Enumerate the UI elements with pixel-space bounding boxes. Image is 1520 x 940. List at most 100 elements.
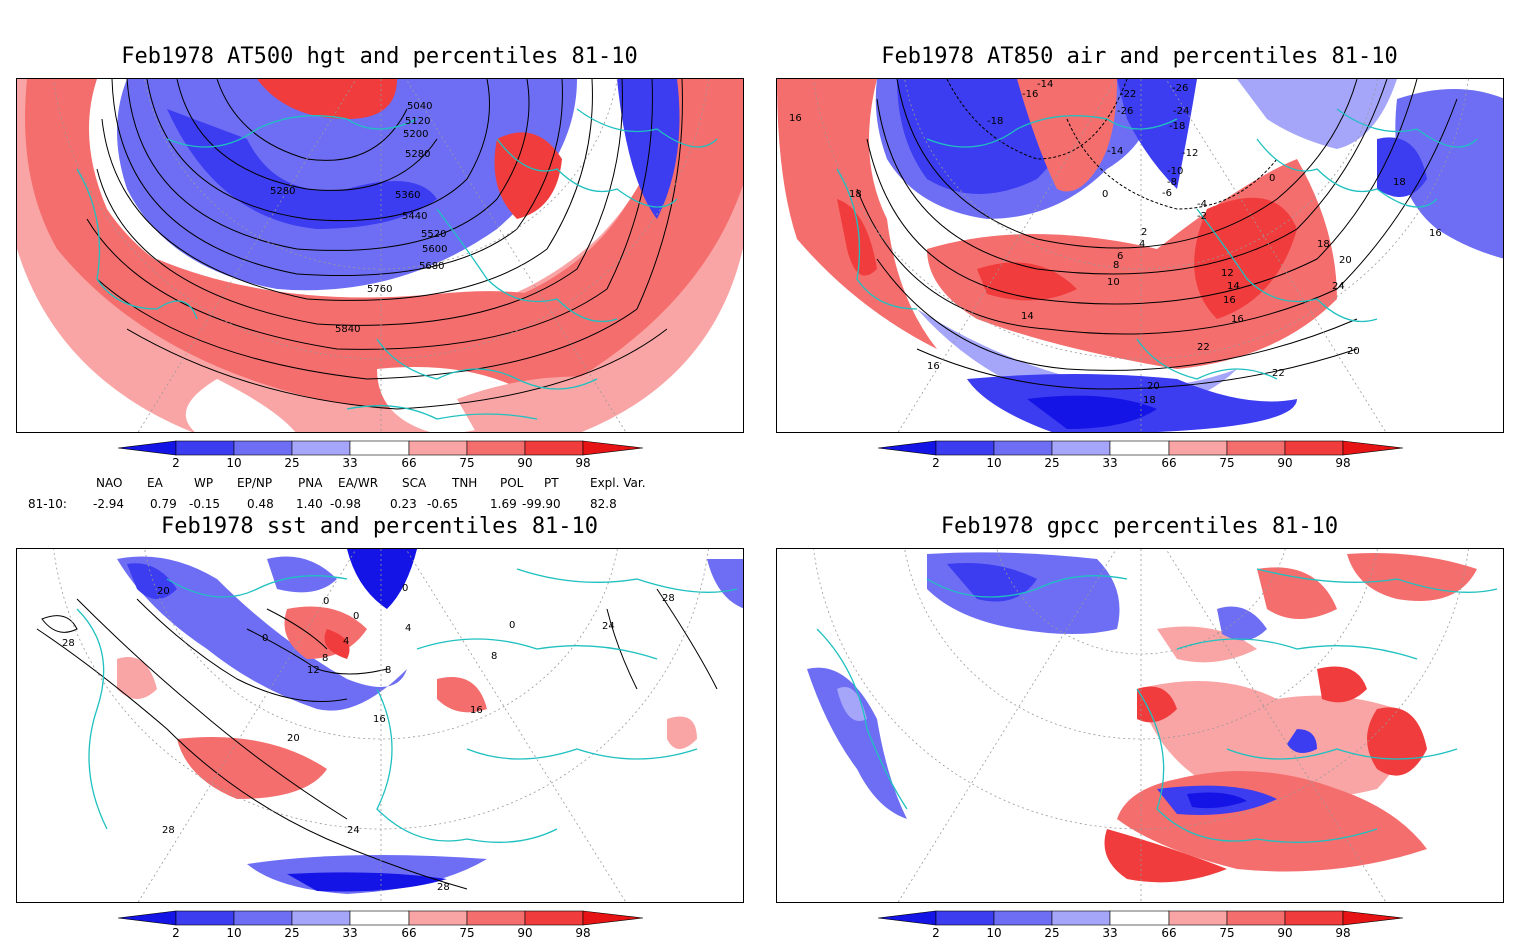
contour-label: 4: [343, 636, 349, 647]
index-row-label: 81-10:: [28, 497, 67, 511]
contour-label: -16: [1022, 89, 1038, 100]
colorbar-tick-label: 10: [986, 456, 1002, 470]
colorbar-bin: [117, 440, 177, 456]
panel-title-air850: Feb1978 AT850 air and percentiles 81-10: [881, 44, 1398, 69]
panel-title-sst: Feb1978 sst and percentiles 81-10: [160, 514, 599, 539]
colorbar-tick-label: 98: [1335, 456, 1351, 470]
contour-label: 5520: [421, 229, 446, 240]
contour-label: 8: [385, 665, 391, 676]
colorbar-sst: 2 10 25 33 66 75 90 98: [117, 910, 644, 940]
colorbar-bin: [233, 910, 293, 926]
contour-label: -18: [1169, 121, 1185, 132]
contour-label: 0: [262, 633, 268, 644]
colorbar-bin: [349, 440, 410, 456]
colorbar-tick-label: 66: [401, 456, 417, 470]
index-value: 0.23: [390, 497, 417, 511]
contour-label: 5040: [407, 101, 432, 112]
colorbar-bin: [1342, 440, 1404, 456]
colorbar-bin: [1051, 910, 1111, 926]
contour-label: 18: [1317, 239, 1330, 250]
colorbar-bin: [993, 440, 1053, 456]
colorbar-bin: [1051, 440, 1111, 456]
colorbar-bin: [582, 440, 644, 456]
colorbar-tick-label: 98: [1335, 926, 1351, 940]
index-header: PT: [544, 476, 559, 490]
colorbar-hgt500: 2 10 25 33 66 75 90 98: [117, 440, 644, 475]
map-sst: 20 28 0 0 0 0 4 4 8 8 12 16 16 20 24 24 …: [16, 548, 744, 903]
index-value: -0.65: [427, 497, 459, 511]
contour-label: 14: [1227, 281, 1240, 292]
index-header: WP: [194, 476, 214, 490]
panel-title-hgt500: Feb1978 AT500 hgt and percentiles 81-10: [121, 44, 638, 69]
colorbar-bin: [1284, 910, 1344, 926]
contour-label: 20: [1147, 381, 1160, 392]
map-air850: -14 -16 -18 -22 -26 -26 -24 -18 -14 -12 …: [776, 78, 1504, 433]
contour-label: 18: [1143, 395, 1156, 406]
colorbar-tick-label: 2: [932, 456, 940, 470]
colorbar-tick-label: 66: [401, 926, 417, 940]
index-header: EA: [147, 476, 163, 490]
contour-label: 5360: [395, 190, 420, 201]
contour-label: -6: [1162, 188, 1172, 199]
contour-label: -8: [1167, 177, 1177, 188]
colorbar-bin: [1168, 910, 1228, 926]
colorbar-bin: [1168, 440, 1228, 456]
index-value: 1.69: [490, 497, 517, 511]
contour-label: 6: [1117, 251, 1123, 262]
contour-label: 28: [162, 825, 175, 836]
colorbar-bin: [582, 910, 644, 926]
colorbar-bin: [877, 440, 937, 456]
colorbar-bin: [1226, 910, 1286, 926]
contour-label: 0: [1269, 173, 1275, 184]
contour-label: 0: [323, 596, 329, 607]
colorbar-sst-svg: [117, 910, 644, 926]
contour-label: 16: [470, 705, 483, 716]
contour-label: -26: [1117, 106, 1133, 117]
colorbar-tick-label: 10: [226, 926, 242, 940]
colorbar-gpcc-svg: [877, 910, 1404, 926]
contour-label: 20: [1347, 346, 1360, 357]
contour-label: 0: [1102, 189, 1108, 200]
contour-label: 22: [1197, 342, 1210, 353]
colorbar-tick-label: 2: [932, 926, 940, 940]
colorbar-bin: [117, 910, 177, 926]
index-header: PNA: [298, 476, 323, 490]
colorbar-tick-label: 66: [1161, 456, 1177, 470]
index-header: SCA: [402, 476, 427, 490]
colorbar-tick-label: 75: [459, 926, 475, 940]
colorbar-tick-label: 33: [342, 456, 358, 470]
contour-label: 5680: [419, 261, 444, 272]
contour-label: -4: [1197, 199, 1207, 210]
colorbar-bin: [524, 440, 584, 456]
contour-label: 12: [307, 665, 320, 676]
colorbar-tick-label: 33: [342, 926, 358, 940]
contour-label: 5440: [402, 211, 427, 222]
colorbar-bin: [291, 910, 351, 926]
colorbar-bin: [1226, 440, 1286, 456]
colorbar-tick-label: 90: [1277, 456, 1293, 470]
contour-label: 8: [322, 653, 328, 664]
contour-label: -12: [1182, 148, 1198, 159]
map-gpcc: [776, 548, 1504, 903]
contour-label: -14: [1037, 79, 1053, 90]
contour-label: 4: [1139, 239, 1145, 250]
index-value: -0.15: [189, 497, 221, 511]
colorbar-bin: [1284, 440, 1344, 456]
map-air850-svg: -14 -16 -18 -22 -26 -26 -24 -18 -14 -12 …: [777, 79, 1503, 432]
colorbar-tick-label: 25: [284, 456, 300, 470]
colorbar-bin: [935, 910, 995, 926]
index-value: 82.8: [590, 497, 617, 511]
colorbar-tick-label: 25: [1044, 926, 1060, 940]
colorbar-bin: [233, 440, 293, 456]
colorbar-bin: [993, 910, 1053, 926]
contour-label: -2: [1197, 211, 1207, 222]
colorbar-tick-label: 25: [1044, 456, 1060, 470]
contour-label: 2: [1141, 227, 1147, 238]
colorbar-bin: [175, 910, 235, 926]
colorbar-bin: [1109, 910, 1170, 926]
contour-label: 0: [402, 583, 408, 594]
contour-label: 8: [491, 651, 497, 662]
colorbar-tick-label: 66: [1161, 926, 1177, 940]
index-header: Expl. Var.: [590, 476, 646, 490]
index-value: 0.48: [247, 497, 274, 511]
